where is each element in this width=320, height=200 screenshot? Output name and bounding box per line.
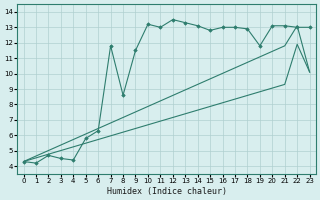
- X-axis label: Humidex (Indice chaleur): Humidex (Indice chaleur): [107, 187, 227, 196]
